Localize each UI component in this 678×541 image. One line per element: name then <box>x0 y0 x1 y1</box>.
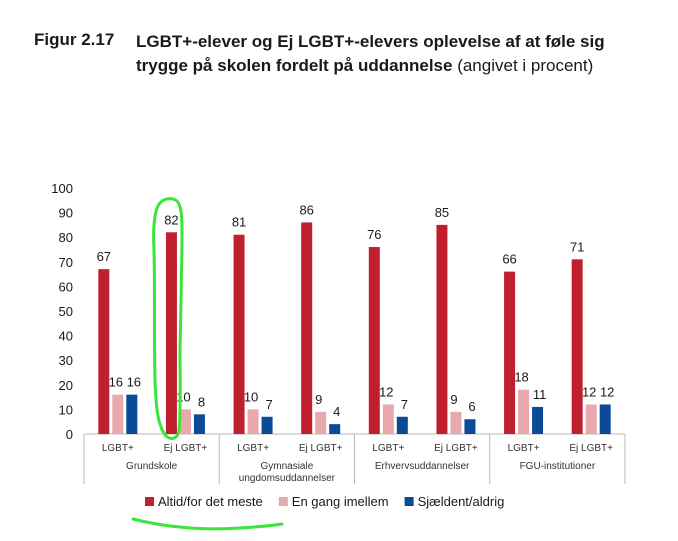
bar <box>436 224 448 434</box>
data-label: 11 <box>533 387 547 402</box>
y-tick-label: 60 <box>59 279 73 294</box>
data-label: 9 <box>315 392 322 407</box>
data-label: 10 <box>176 389 190 404</box>
data-label: 12 <box>582 384 596 399</box>
y-tick-label: 80 <box>59 230 73 245</box>
data-label: 4 <box>333 404 340 419</box>
bar <box>165 232 177 434</box>
x-category-label: LGBT+ <box>102 443 134 454</box>
y-tick-label: 70 <box>59 255 73 270</box>
data-label: 9 <box>450 392 457 407</box>
y-tick-label: 100 <box>51 181 73 196</box>
x-category-label: Ej LGBT+ <box>164 443 208 454</box>
bar <box>126 394 138 434</box>
bar <box>98 269 110 434</box>
x-category-label: LGBT+ <box>508 443 540 454</box>
y-tick-label: 10 <box>59 402 73 417</box>
x-group-label: Erhvervsuddannelser <box>375 461 470 472</box>
data-label: 71 <box>570 239 584 254</box>
data-label: 16 <box>127 375 141 390</box>
figure-title-note: (angivet i procent) <box>457 56 594 75</box>
bar <box>571 259 583 434</box>
y-tick-label: 30 <box>59 353 73 368</box>
x-category-label: Ej LGBT+ <box>434 443 478 454</box>
data-label: 6 <box>468 399 475 414</box>
bar <box>368 247 380 434</box>
x-group-label: ungdomsuddannelser <box>239 473 336 484</box>
bar <box>382 404 394 434</box>
bar <box>315 411 327 434</box>
data-label: 18 <box>514 370 528 385</box>
x-group-label: Gymnasiale <box>260 461 313 472</box>
legend-label: Altid/for det meste <box>158 494 263 509</box>
bar <box>450 411 462 434</box>
highlight-circle <box>152 197 184 440</box>
bar <box>261 416 273 434</box>
data-label: 8 <box>198 394 205 409</box>
data-label: 76 <box>367 227 381 242</box>
bar <box>396 416 408 434</box>
bar <box>233 234 245 434</box>
bar <box>464 419 476 434</box>
figure-title: LGBT+-elever og Ej LGBT+-elevers oplevel… <box>136 30 656 78</box>
x-category-label: LGBT+ <box>372 443 404 454</box>
x-group-label: FGU-institutioner <box>520 461 596 472</box>
legend-swatch <box>404 497 414 506</box>
bar <box>301 222 313 434</box>
data-label: 10 <box>244 389 258 404</box>
data-label: 7 <box>401 397 408 412</box>
data-label: 67 <box>97 249 111 264</box>
highlight-underline <box>131 517 284 531</box>
data-label: 86 <box>299 202 313 217</box>
bar <box>504 271 516 434</box>
data-label: 66 <box>502 252 516 267</box>
legend-swatch <box>278 497 288 506</box>
data-label: 16 <box>109 375 123 390</box>
bar <box>585 404 597 434</box>
bar <box>518 389 530 434</box>
y-tick-label: 90 <box>59 206 73 221</box>
bar <box>112 394 124 434</box>
x-category-label: Ej LGBT+ <box>569 443 613 454</box>
bar <box>179 409 191 434</box>
data-label: 12 <box>379 384 393 399</box>
bar <box>247 409 259 434</box>
data-label: 12 <box>600 384 614 399</box>
legend-label: En gang imellem <box>292 494 389 509</box>
legend-swatch <box>145 497 154 506</box>
bar <box>329 424 341 434</box>
data-label: 81 <box>232 215 246 230</box>
y-tick-label: 0 <box>66 427 73 442</box>
y-tick-label: 50 <box>59 304 73 319</box>
data-label: 85 <box>435 205 449 220</box>
figure-number: Figur 2.17 <box>34 30 115 49</box>
y-tick-label: 40 <box>59 329 73 344</box>
legend-label: Sjældent/aldrig <box>418 494 505 509</box>
bar <box>532 406 544 434</box>
x-group-label: Grundskole <box>126 461 178 472</box>
data-label: 82 <box>164 212 178 227</box>
figure-title-text: LGBT+-elever og Ej LGBT+-elevers oplevel… <box>136 32 605 75</box>
y-tick-label: 20 <box>59 378 73 393</box>
bar <box>599 404 611 434</box>
x-category-label: Ej LGBT+ <box>299 443 343 454</box>
bar <box>193 414 205 434</box>
x-category-label: LGBT+ <box>237 443 269 454</box>
data-label: 7 <box>265 397 272 412</box>
